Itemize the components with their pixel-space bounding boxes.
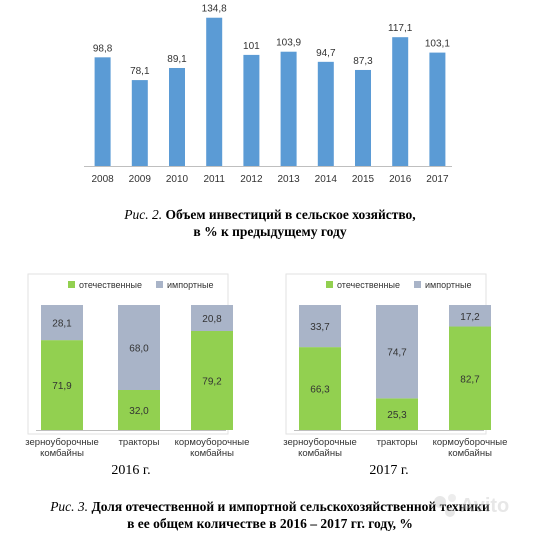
fig2-bar — [206, 17, 223, 166]
fig2-tick-label: 2013 — [277, 174, 300, 185]
category-label: тракторы — [119, 437, 160, 448]
stacked-bar-import — [41, 305, 83, 341]
category-label: комбайны — [190, 448, 234, 459]
fig2-data-label: 134,8 — [202, 4, 227, 15]
stacked-bar-import — [449, 305, 491, 327]
legend-label-import: импортные — [167, 280, 213, 290]
fig2-bar — [169, 67, 185, 166]
stacked-bar-import — [299, 305, 341, 348]
fig2-data-label: 103,9 — [276, 38, 301, 49]
stacked-bar-import — [118, 305, 160, 390]
fig2-data-label: 78,1 — [130, 66, 150, 77]
fig2-data-label: 89,1 — [167, 54, 187, 65]
avito-watermark: Avito — [430, 488, 530, 524]
figure-2-caption: Рис. 2. Объем инвестиций в сельское хозя… — [0, 206, 540, 240]
figure-3-title-line2: в ее общем количестве в 2016 – 2017 гг. … — [127, 516, 413, 531]
category-label: кормоуборочные — [433, 437, 508, 448]
data-label-domestic: 82,7 — [460, 374, 480, 385]
data-label-import: 28,1 — [52, 319, 72, 330]
avito-logo-icon: Avito — [434, 494, 509, 517]
fig2-tick-label: 2017 — [426, 174, 449, 185]
fig2-tick-label: 2016 — [389, 174, 412, 185]
fig2-data-label: 101 — [243, 41, 260, 52]
fig2-data-label: 103,1 — [425, 39, 450, 50]
data-label-domestic: 66,3 — [310, 385, 330, 396]
chart-2017-year-label: 2017 г. — [369, 463, 409, 478]
fig2-data-label: 117,1 — [388, 23, 413, 34]
figure-2-title-line2: в % к предыдущему году — [193, 224, 347, 239]
data-label-import: 33,7 — [310, 322, 330, 333]
category-label: кормоуборочные — [175, 437, 250, 448]
fig2-data-label: 87,3 — [353, 56, 373, 67]
legend-swatch-import — [156, 281, 163, 288]
fig2-tick-label: 2012 — [240, 174, 263, 185]
fig2-bar — [355, 69, 371, 166]
category-label: зерноуборочные — [283, 437, 357, 448]
stacked-bar-domestic — [191, 331, 233, 430]
category-label: комбайны — [298, 448, 342, 459]
stacked-bar-domestic — [41, 340, 83, 430]
legend-swatch-import — [414, 281, 421, 288]
category-label: тракторы — [377, 437, 418, 448]
legend-swatch-domestic — [68, 281, 75, 288]
data-label-import: 17,2 — [460, 312, 480, 323]
stacked-bar-domestic — [118, 390, 160, 430]
fig2-bar — [131, 80, 148, 166]
fig2-bar — [243, 54, 260, 166]
legend-label-domestic: отечественные — [337, 280, 400, 290]
figure-2-prefix: Рис. 2. — [124, 207, 163, 222]
stacked-bar-import — [191, 305, 233, 331]
figure-2-title-line1: Объем инвестиций в сельское хозяйство, — [162, 207, 416, 222]
watermark-text: Avito — [460, 495, 509, 517]
legend-label-import: импортные — [425, 280, 471, 290]
stacked-bar-import — [376, 305, 418, 399]
fig2-bar — [392, 37, 409, 166]
data-label-domestic: 71,9 — [52, 381, 72, 392]
data-label-import: 74,7 — [387, 348, 407, 359]
figure-3-prefix: Рис. 3. — [50, 499, 89, 514]
figure-3-caption: Рис. 3. Доля отечественной и импортной с… — [0, 498, 540, 532]
category-label: зерноуборочные — [25, 437, 99, 448]
category-label: комбайны — [448, 448, 492, 459]
data-label-domestic: 25,3 — [387, 410, 407, 421]
fig2-bar — [429, 52, 446, 167]
figure-3-title-line1: Доля отечественной и импортной сельскохо… — [88, 499, 490, 514]
fig2-bar — [94, 57, 111, 166]
chart-2016-year-label: 2016 г. — [111, 463, 151, 478]
fig2-data-label: 98,8 — [93, 43, 113, 54]
fig2-data-label: 94,7 — [316, 48, 336, 59]
legend-label-domestic: отечественные — [79, 280, 142, 290]
data-label-import: 20,8 — [202, 314, 222, 325]
stacked-bar-domestic — [299, 347, 341, 430]
data-label-domestic: 32,0 — [129, 406, 149, 417]
stacked-bar-domestic — [449, 326, 491, 430]
fig2-tick-label: 2011 — [203, 174, 225, 185]
category-label: комбайны — [40, 448, 84, 459]
fig2-bar — [280, 51, 297, 166]
fig2-tick-label: 2009 — [129, 174, 152, 185]
fig2-tick-label: 2010 — [166, 174, 189, 185]
legend-swatch-domestic — [326, 281, 333, 288]
data-label-import: 68,0 — [129, 344, 149, 355]
data-label-domestic: 79,2 — [202, 377, 222, 388]
fig2-tick-label: 2015 — [352, 174, 375, 185]
fig2-tick-label: 2014 — [315, 174, 338, 185]
fig2-bar — [317, 61, 334, 166]
stacked-bar-domestic — [376, 398, 418, 430]
fig2-tick-label: 2008 — [91, 174, 114, 185]
